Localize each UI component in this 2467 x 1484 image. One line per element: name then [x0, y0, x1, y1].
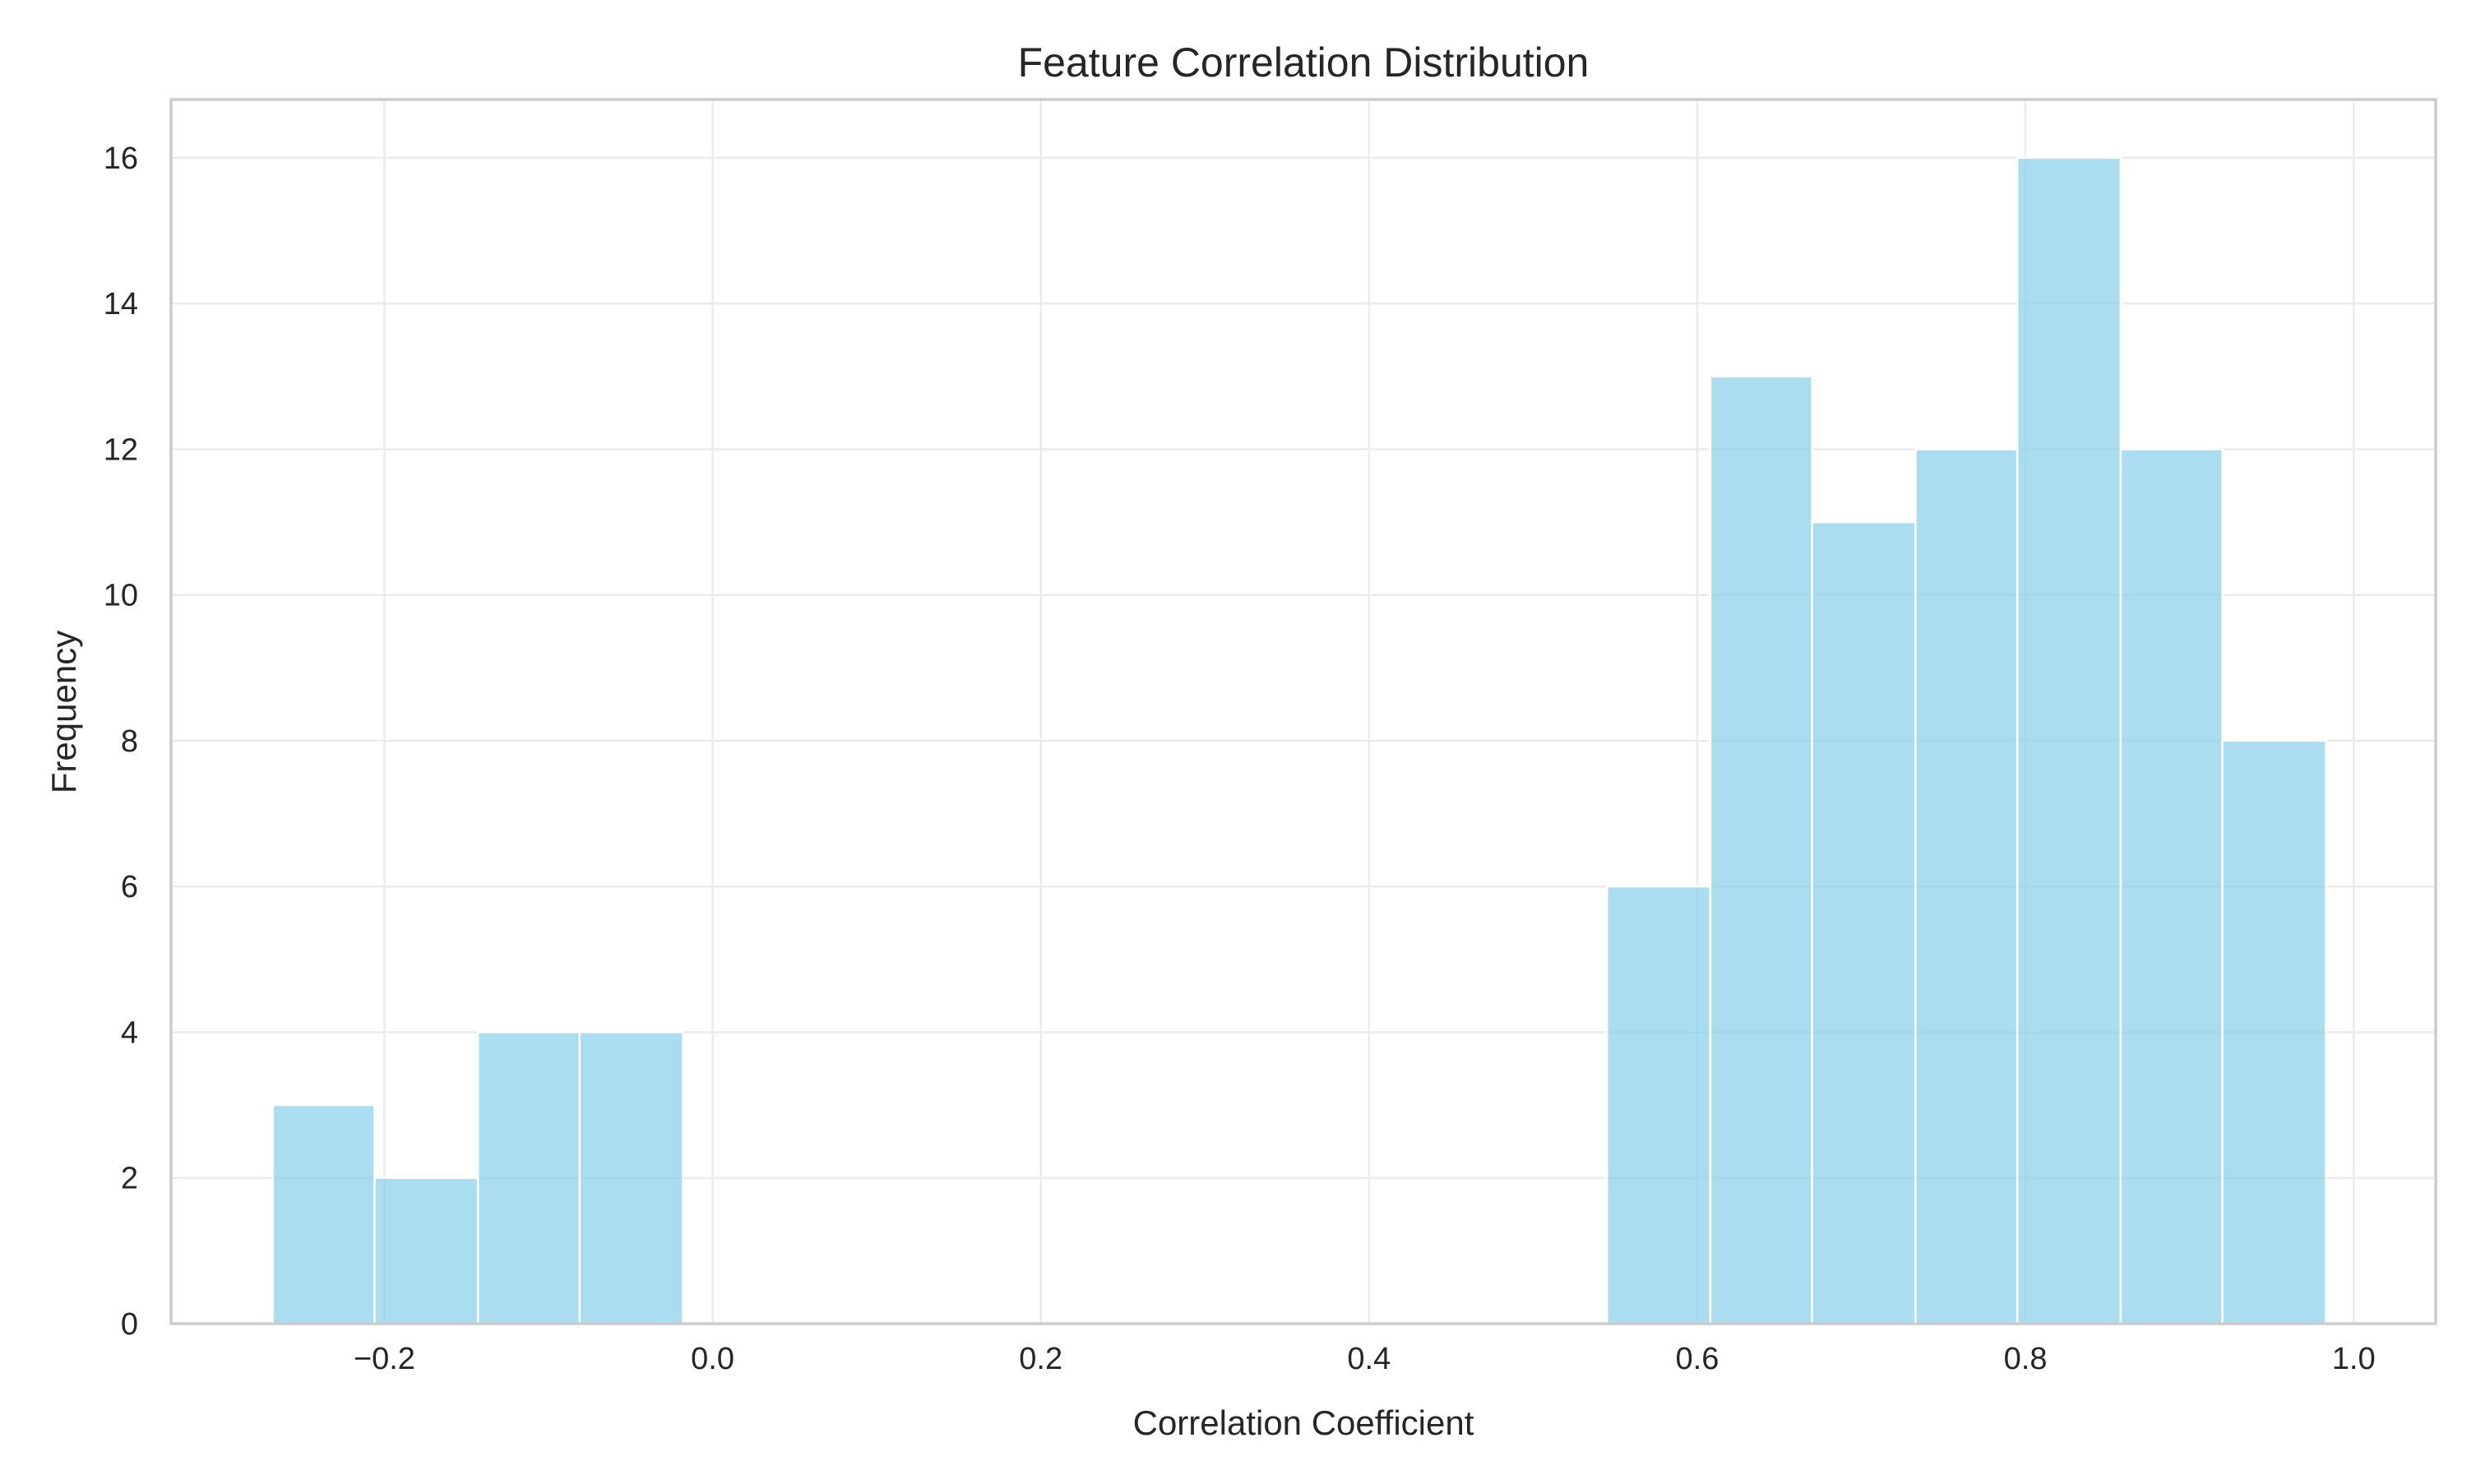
- histogram-bar: [271, 1103, 376, 1325]
- x-tick-label: 0.4: [1347, 1342, 1391, 1376]
- histogram-bar: [2221, 739, 2327, 1325]
- y-axis-label: Frequency: [44, 631, 83, 793]
- chart-title: Feature Correlation Distribution: [1018, 39, 1590, 86]
- x-tick-label: 0.2: [1019, 1342, 1062, 1376]
- histogram-bar: [1914, 448, 2019, 1325]
- y-tick-label: 6: [121, 870, 138, 904]
- histogram-bar: [373, 1177, 479, 1325]
- histogram-bar: [578, 1031, 684, 1325]
- y-tick-label: 4: [121, 1015, 138, 1050]
- histogram-bar: [476, 1031, 581, 1325]
- histogram-bar: [1605, 885, 1712, 1325]
- y-tick-label: 0: [121, 1307, 138, 1342]
- y-tick-label: 16: [104, 141, 138, 176]
- axis-ticks: −0.2 0.0 0.2 0.4 0.6 0.8 1.0 0 2 4 6 8 10 12 14 16: [104, 141, 2376, 1376]
- plot-frame: [169, 98, 2437, 1325]
- histogram-bars: [271, 156, 2327, 1325]
- x-tick-label: 0.6: [1676, 1342, 1719, 1376]
- x-tick-label: 0.0: [691, 1342, 734, 1376]
- x-tick-label: 1.0: [2332, 1342, 2376, 1376]
- histogram-bar: [2016, 156, 2122, 1325]
- y-tick-label: 8: [121, 724, 138, 759]
- histogram-bar: [2119, 448, 2224, 1325]
- y-tick-label: 12: [104, 432, 138, 467]
- histogram-bar: [1811, 520, 1917, 1325]
- y-tick-label: 2: [121, 1162, 138, 1196]
- x-axis-label: Correlation Coefficient: [1133, 1403, 1474, 1442]
- y-tick-label: 14: [104, 287, 138, 321]
- y-tick-label: 10: [104, 579, 138, 613]
- histogram-bar: [1709, 375, 1813, 1325]
- x-tick-label: 0.8: [2004, 1342, 2048, 1376]
- x-tick-label: −0.2: [354, 1342, 415, 1376]
